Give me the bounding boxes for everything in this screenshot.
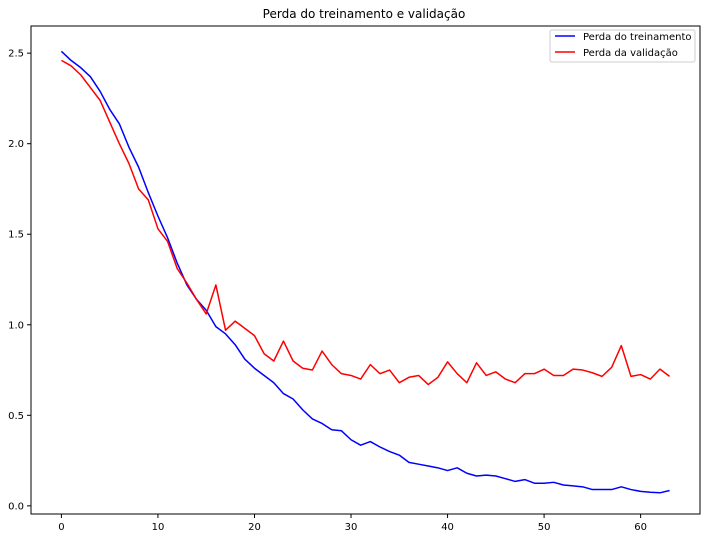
x-tick-label: 40 xyxy=(441,522,454,533)
x-tick-label: 10 xyxy=(152,522,165,533)
x-tick-label: 60 xyxy=(634,522,647,533)
y-tick-label: 2.5 xyxy=(8,49,24,60)
legend: Perda do treinamento Perda da validação xyxy=(549,29,696,63)
y-tick-label: 0.0 xyxy=(8,501,24,512)
legend-label-training: Perda do treinamento xyxy=(583,32,692,43)
y-tick-label: 0.5 xyxy=(8,411,24,422)
y-tick-label: 1.0 xyxy=(8,320,24,331)
plot-frame xyxy=(30,25,701,515)
legend-box xyxy=(549,29,696,63)
x-tick-label: 50 xyxy=(538,522,551,533)
x-tick-label: 20 xyxy=(248,522,261,533)
chart-title: Perda do treinamento e validação xyxy=(263,7,466,21)
legend-label-validation: Perda da validação xyxy=(583,48,678,59)
training-loss-line xyxy=(60,50,670,494)
validation-loss-line xyxy=(61,59,671,386)
y-tick-label: 1.5 xyxy=(8,230,24,241)
x-tick-label: 0 xyxy=(58,522,64,533)
x-tick-label: 30 xyxy=(345,522,358,533)
y-tick-label: 2.0 xyxy=(8,139,24,150)
